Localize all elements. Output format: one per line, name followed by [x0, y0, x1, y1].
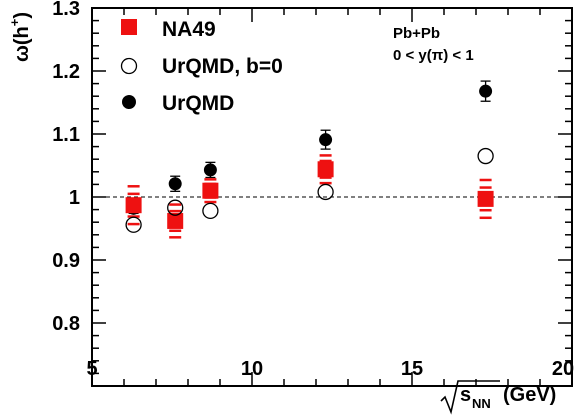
x-axis-title-subscript: NN	[472, 396, 491, 411]
na49-point	[318, 161, 334, 177]
y-tick-label: 0.8	[52, 313, 80, 335]
legend-marker-urqmd	[122, 95, 136, 109]
legend-marker-na49	[121, 19, 137, 35]
x-tick-label: 10	[241, 358, 263, 380]
annotations: Pb+Pb 0 < y(π) < 1	[393, 25, 474, 64]
x-tick-label: 20	[552, 358, 574, 380]
x-axis-title-main: s	[460, 384, 471, 406]
urqmd-b0-point	[478, 149, 493, 164]
y-tick-label: 1.3	[52, 0, 80, 20]
urqmd-b0-point	[203, 203, 218, 218]
x-axis-title-unit: (GeV)	[503, 384, 556, 406]
na49-point	[126, 197, 142, 213]
y-axis-title-prefix: ω(h	[11, 26, 33, 62]
x-tick-labels: 5 10 15 20	[86, 358, 574, 380]
urqmd-point	[204, 163, 217, 176]
y-axis-title-text: ω(h+)	[7, 12, 33, 62]
legend-marker-urqmd-b0	[122, 59, 137, 74]
x-tick-label: 5	[86, 358, 97, 380]
legend-label-urqmd-b0: UrQMD, b=0	[162, 55, 283, 78]
annotation-system: Pb+Pb	[393, 25, 440, 42]
urqmd-point	[169, 177, 182, 190]
y-axis-title-suffix: )	[11, 12, 33, 19]
y-tick-label: 1.1	[52, 124, 80, 146]
y-tick-label: 1	[69, 187, 80, 209]
na49-point	[478, 191, 494, 207]
y-tick-label: 0.9	[52, 250, 80, 272]
legend-label-urqmd: UrQMD	[162, 92, 234, 115]
urqmd-point	[319, 133, 332, 146]
annotation-rapidity: 0 < y(π) < 1	[393, 47, 474, 64]
na49-point	[202, 183, 218, 199]
legend: NA49 UrQMD, b=0 UrQMD	[121, 18, 283, 115]
urqmd-point	[479, 85, 492, 98]
y-tick-label: 1.2	[52, 61, 80, 83]
x-tick-label: 15	[401, 358, 423, 380]
legend-label-na49: NA49	[162, 18, 216, 41]
y-axis-title: ω(h+)	[7, 12, 33, 62]
y-tick-labels: 0.8 0.9 1 1.1 1.2 1.3	[52, 0, 80, 335]
